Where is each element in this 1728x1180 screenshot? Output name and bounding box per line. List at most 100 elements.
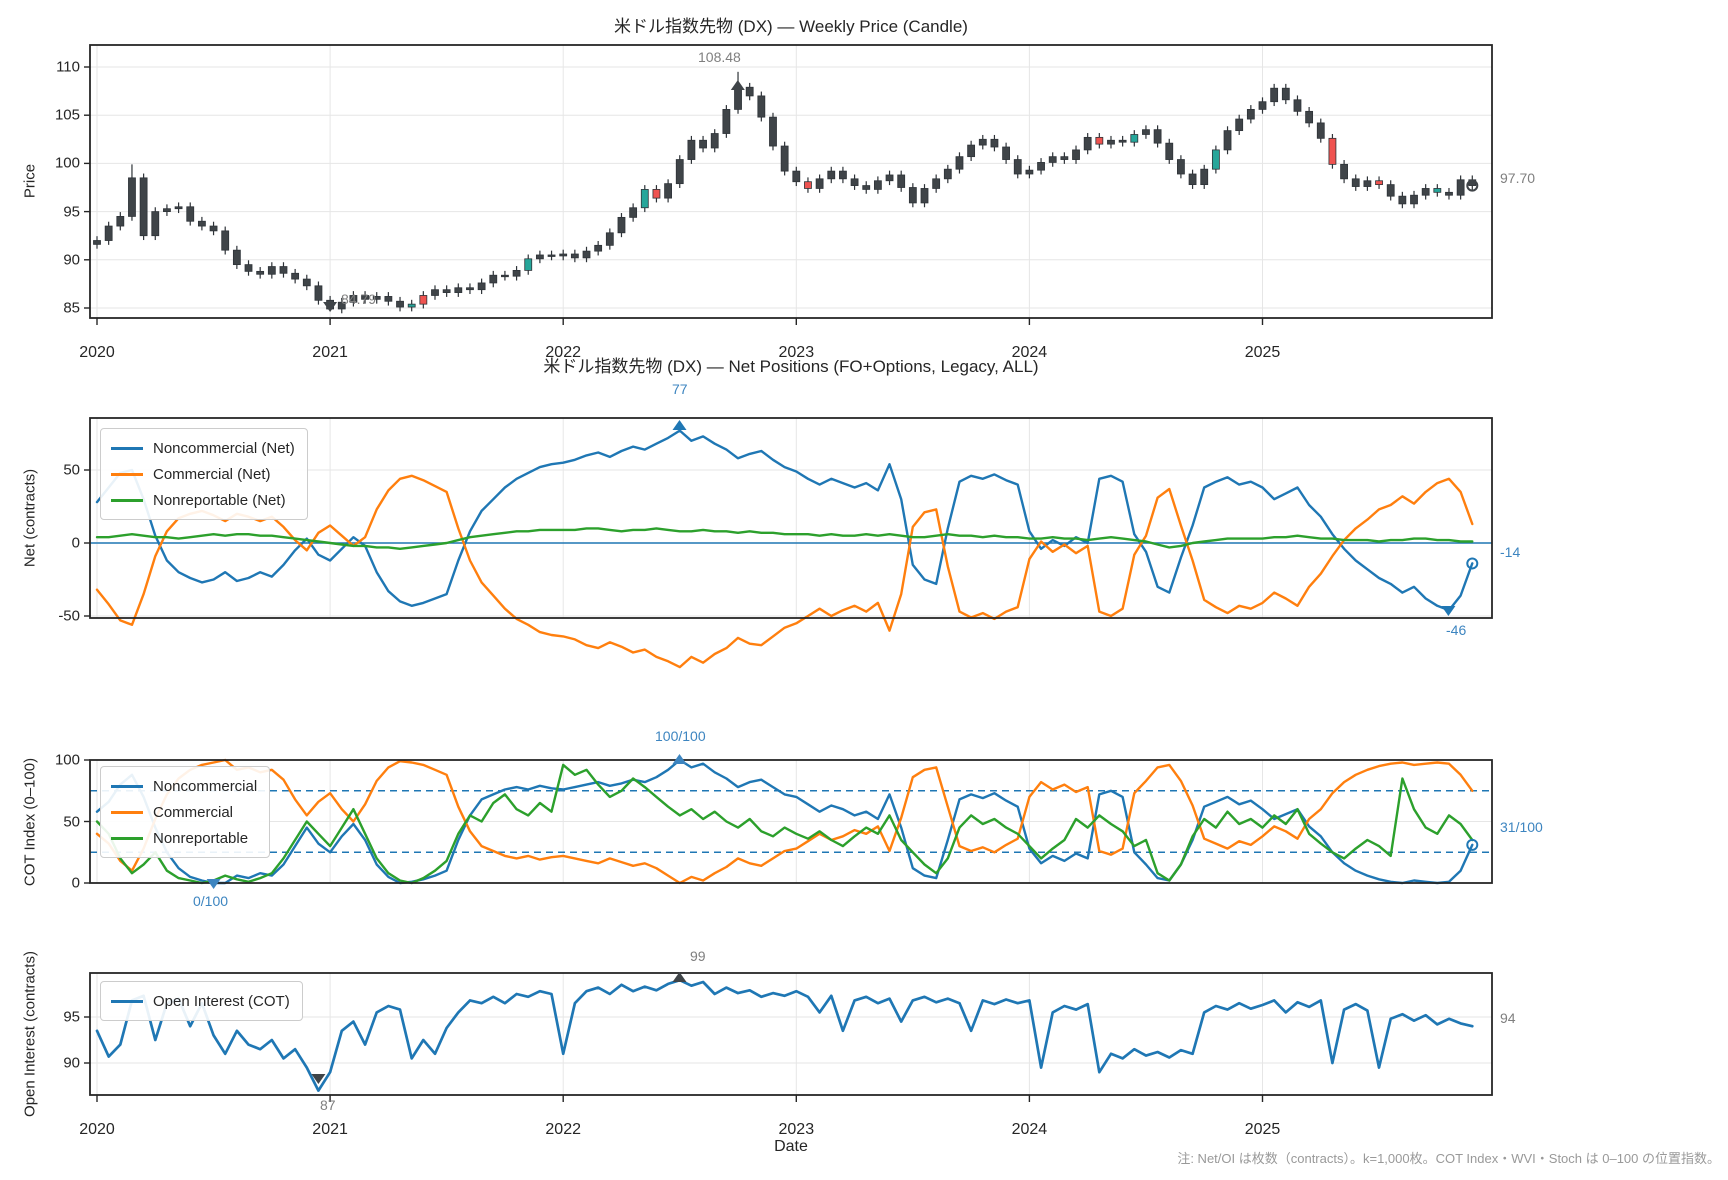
candle-body: [582, 250, 591, 259]
candle-body: [1002, 146, 1010, 160]
noncommercial-line: [95, 758, 1474, 885]
candle-body: [990, 138, 999, 148]
candle-body: [349, 295, 358, 303]
candle-body: [535, 254, 544, 260]
price-max-annotation: 108.48: [698, 49, 741, 65]
candle-body: [501, 274, 509, 278]
commercial-line-swatch: [111, 810, 143, 814]
candle-body: [1363, 180, 1372, 187]
candle-body: [1107, 139, 1115, 145]
candle-body: [477, 282, 486, 291]
cot-index-last-value: 31/100: [1500, 819, 1543, 835]
candle-body: [967, 144, 976, 158]
candle-body: [221, 230, 230, 251]
commercial-line: [95, 758, 1474, 885]
candle-body: [1421, 188, 1430, 196]
candle-body: [361, 295, 369, 300]
candle-body: [664, 183, 672, 199]
y-tick-label: 95: [63, 203, 80, 221]
noncommercial-line-swatch: [111, 784, 143, 788]
commercial-line-swatch: [111, 472, 143, 476]
x-tick-label: 2020: [79, 1121, 115, 1138]
open-interest-line-swatch: [111, 999, 143, 1003]
net-axis-label: Net (contracts): [21, 468, 39, 568]
max-marker-triangle: [672, 420, 687, 430]
date-axis-label: Date: [774, 1138, 808, 1155]
nonreportable-line-swatch: [111, 498, 143, 502]
candle-body: [1083, 136, 1092, 151]
candle-body: [559, 253, 568, 257]
candle-body: [1258, 101, 1267, 110]
x-tick-label: 2021: [312, 344, 348, 361]
candle-body: [943, 168, 952, 180]
candle-body: [839, 170, 847, 180]
candle-body: [675, 159, 684, 185]
candle-body: [93, 240, 101, 245]
candle-body: [862, 185, 871, 190]
candle-body: [1142, 129, 1150, 135]
candle-body: [384, 296, 393, 302]
candle-body: [186, 206, 195, 222]
legend-row-noncommercial-net: Noncommercial (Net): [111, 435, 295, 461]
legend-row-nonreportable-net: Nonreportable (Net): [111, 487, 295, 513]
y-tick-label: 85: [63, 299, 80, 317]
candle-body: [1153, 129, 1162, 144]
candle-body: [431, 289, 439, 296]
legend-label: Nonreportable: [153, 829, 249, 847]
x-tick-label: 2023: [778, 1121, 815, 1138]
candle-body: [466, 287, 474, 291]
candle-body: [617, 216, 626, 234]
candle-body: [1433, 188, 1442, 193]
max-marker-triangle: [672, 972, 687, 982]
panel-frame: [89, 44, 1493, 319]
y-tick-label: 0: [71, 874, 80, 892]
candle-body: [267, 266, 276, 275]
panel-frame: [89, 759, 1493, 884]
min-marker-triangle: [206, 879, 221, 889]
candle-body: [1025, 169, 1034, 175]
max-marker-triangle: [730, 80, 745, 90]
x-tick-label: 2024: [1011, 1121, 1048, 1138]
candle-body: [407, 303, 416, 308]
candle-body: [151, 211, 160, 237]
min-marker-triangle: [323, 302, 338, 312]
y-tick-label: 50: [63, 461, 80, 479]
candle-body: [291, 272, 300, 280]
candle-body: [1340, 163, 1348, 180]
candle-body: [1211, 149, 1220, 170]
y-tick-label: 0: [71, 534, 80, 552]
legend-label: Nonreportable (Net): [153, 491, 286, 509]
x-tick-label: 2025: [1244, 344, 1281, 361]
candle-body: [908, 187, 917, 204]
candle-body: [419, 295, 428, 305]
x-tick-label: 2024: [1011, 344, 1048, 361]
min-marker-triangle: [311, 1074, 326, 1084]
legend-label: Noncommercial: [153, 777, 258, 795]
candle-body: [932, 178, 941, 189]
candle-body: [640, 189, 649, 209]
candle-body: [1037, 162, 1045, 171]
open-interest-max-annotation: 99: [690, 948, 706, 964]
noncommercial-line-swatch: [111, 446, 143, 450]
x-tick-label: 2023: [778, 344, 815, 361]
candle-body: [524, 258, 533, 271]
legend-label: Commercial: [153, 803, 234, 821]
candle-body: [1200, 168, 1209, 186]
candle-body: [955, 156, 964, 170]
candle-body: [1048, 156, 1057, 163]
candle-body: [302, 278, 311, 287]
nonreportable-line: [95, 763, 1474, 885]
price-chart-title: 米ドル指数先物 (DX) — Weekly Price (Candle): [614, 17, 968, 36]
candle-body: [827, 170, 836, 180]
last-point-marker: [1466, 838, 1479, 851]
panel-frame: [89, 972, 1493, 1096]
footnote: 注: Net/OI は枚数（contracts）。k=1,000枚。COT In…: [1177, 1151, 1720, 1166]
candle-body: [1456, 179, 1465, 196]
y-tick-label: -50: [58, 607, 80, 625]
candle-body: [722, 109, 731, 134]
legend-label: Open Interest (COT): [153, 992, 290, 1010]
candle-body: [1270, 87, 1279, 103]
candle-body: [1398, 195, 1407, 205]
net-max-annotation: 77: [672, 381, 688, 397]
